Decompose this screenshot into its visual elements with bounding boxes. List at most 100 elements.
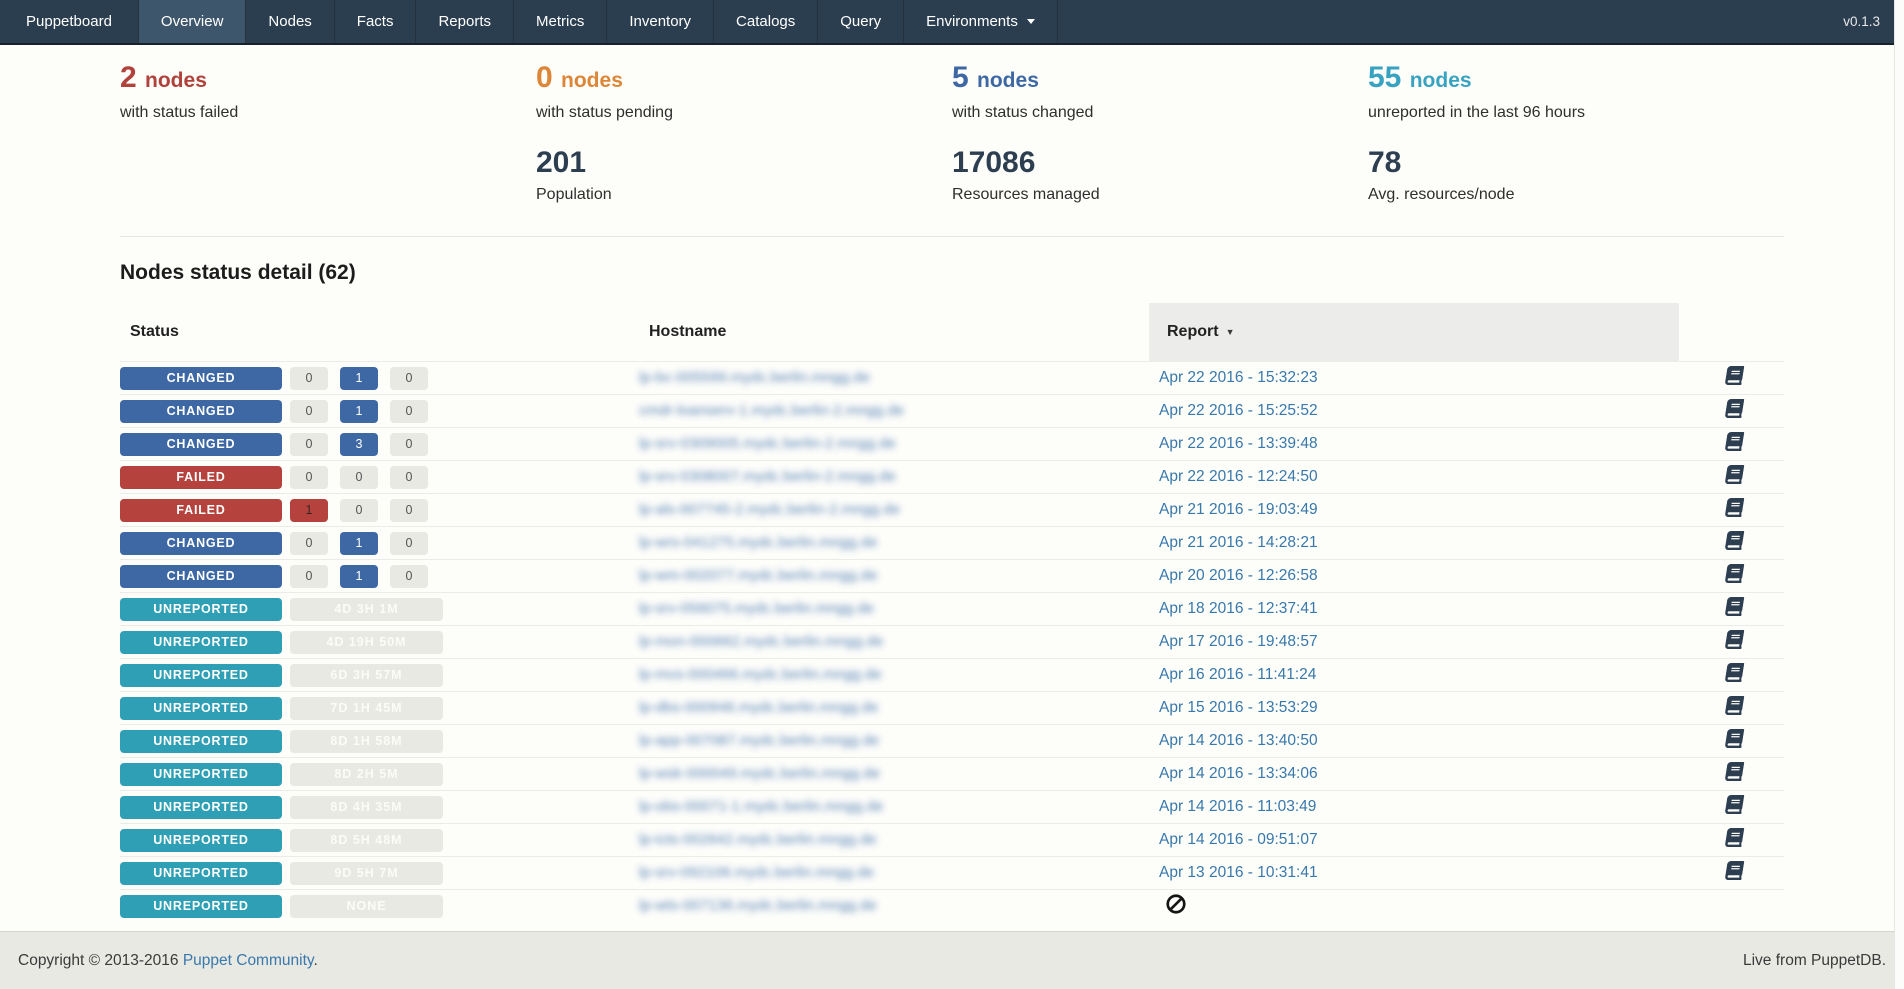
hostname-column-header[interactable]: Hostname <box>649 323 727 340</box>
status-cell: CHANGED 0 1 0 <box>120 531 639 555</box>
hostname-link[interactable]: lp-wsk-000049.mydc.berlin.mngg.de <box>639 765 880 782</box>
report-date-link[interactable]: Apr 14 2016 - 13:40:50 <box>1159 732 1318 749</box>
event-count-pill: 0 <box>290 465 328 489</box>
event-count-pill: 1 <box>290 498 328 522</box>
unreported-duration-pill: 6D 3H 57M <box>290 663 443 687</box>
report-book-icon[interactable] <box>1679 564 1745 583</box>
report-book-icon[interactable] <box>1679 597 1745 616</box>
report-book-icon[interactable] <box>1679 531 1745 550</box>
report-book-icon[interactable] <box>1679 630 1745 649</box>
hostname-cell: lp-srv-0308007.mydc.berlin-2.mngg.de <box>639 468 1149 486</box>
hostname-link[interactable]: lp-icts-002642.mydc.berlin.mngg.de <box>639 831 877 848</box>
report-book-icon[interactable] <box>1679 729 1745 748</box>
nav-item-reports[interactable]: Reports <box>416 0 514 43</box>
nav-item-metrics[interactable]: Metrics <box>514 0 608 43</box>
unreported-duration-pill: 4D 3H 1M <box>290 597 443 621</box>
report-date-link[interactable]: Apr 22 2016 - 12:24:50 <box>1159 468 1318 485</box>
vertical-scrollbar[interactable] <box>1894 0 1904 989</box>
hostname-link[interactable]: lp-obs-00071-1.mydc.berlin.mngg.de <box>639 798 884 815</box>
puppet-community-link[interactable]: Puppet Community <box>182 951 314 969</box>
status-column-header[interactable]: Status <box>130 323 179 340</box>
table-row: UNREPORTED 4D 3H 1M lp-srv-056075.mydc.ber… <box>120 592 1784 625</box>
hostname-link[interactable]: cmdr-loanserv-1.mydc.berlin-2.mngg.de <box>639 402 905 419</box>
report-date-link[interactable]: Apr 15 2016 - 13:53:29 <box>1159 699 1318 716</box>
report-date-link[interactable]: Apr 14 2016 - 13:34:06 <box>1159 765 1318 782</box>
nav-item-query[interactable]: Query <box>818 0 905 43</box>
stat-card-3: 55 nodes unreported in the last 96 hours <box>1368 61 1784 122</box>
hostname-link[interactable]: lp-mon-000662.mydc.berlin.mngg.de <box>639 633 884 650</box>
report-book-icon[interactable] <box>1679 366 1745 385</box>
hostname-link[interactable]: lp-mvs-000466.mydc.berlin.mngg.de <box>639 666 882 683</box>
report-date-link[interactable]: Apr 17 2016 - 19:48:57 <box>1159 633 1318 650</box>
report-header-label: Report <box>1167 323 1219 340</box>
navbar-items: Overview Nodes Facts Reports Metrics Inventor… <box>138 0 1058 43</box>
report-cell: Apr 22 2016 - 15:25:52 <box>1149 402 1679 420</box>
hostname-link[interactable]: lp-srv-0309005.mydc.berlin-2.mngg.de <box>639 435 896 452</box>
report-date-link[interactable]: Apr 13 2016 - 10:31:41 <box>1159 864 1318 881</box>
stat-label: with status pending <box>536 104 673 121</box>
report-book-icon[interactable] <box>1679 399 1745 418</box>
status-cell: FAILED 1 0 0 <box>120 498 639 522</box>
report-book-icon[interactable] <box>1679 663 1745 682</box>
version-label: v0.1.3 <box>1843 14 1880 29</box>
table-row: FAILED 1 0 0 lp-als-007745-2.mydc.berlin-2.m… <box>120 493 1784 526</box>
hostname-link[interactable]: lp-als-007745-2.mydc.berlin-2.mngg.de <box>639 501 900 518</box>
nav-item-catalogs[interactable]: Catalogs <box>714 0 819 43</box>
table-row: CHANGED 0 1 0 lp-wrs-041275.mydc.berlin.mngg… <box>120 526 1784 559</box>
status-cell: CHANGED 0 1 0 <box>120 366 639 390</box>
nav-item-overview[interactable]: Overview <box>138 0 247 43</box>
hostname-link[interactable]: lp-wrs-041275.mydc.berlin.mngg.de <box>639 534 878 551</box>
status-badge: UNREPORTED <box>120 630 282 654</box>
hostname-link[interactable]: lp-dbs-000946.mydc.berlin.mngg.de <box>639 699 879 716</box>
hostname-link[interactable]: lp-wts-007136.mydc.berlin.mngg.de <box>639 897 877 914</box>
report-book-icon[interactable] <box>1679 828 1745 847</box>
hostname-link[interactable]: lp-srv-092106.mydc.berlin.mngg.de <box>639 864 875 881</box>
report-book-icon[interactable] <box>1679 432 1745 451</box>
report-column-header[interactable]: Report ▼ <box>1149 303 1679 361</box>
report-date-link[interactable]: Apr 20 2016 - 12:26:58 <box>1159 567 1318 584</box>
report-book-icon[interactable] <box>1679 861 1745 880</box>
report-book-icon[interactable] <box>1679 795 1745 814</box>
hostname-cell: cmdr-loanserv-1.mydc.berlin-2.mngg.de <box>639 402 1149 420</box>
hostname-link[interactable]: lp-app-007087.mydc.berlin.mngg.de <box>639 732 880 749</box>
report-icon-column-header <box>1679 303 1784 361</box>
hostname-cell: lp-srv-0309005.mydc.berlin-2.mngg.de <box>639 435 1149 453</box>
report-book-icon[interactable] <box>1679 498 1745 517</box>
status-cell: UNREPORTED 6D 3H 57M <box>120 663 639 687</box>
report-date-link[interactable]: Apr 18 2016 - 12:37:41 <box>1159 600 1318 617</box>
hostname-link[interactable]: lp-srv-0308007.mydc.berlin-2.mngg.de <box>639 468 896 485</box>
status-badge: UNREPORTED <box>120 597 282 621</box>
nav-item-environments[interactable]: Environments <box>904 0 1058 43</box>
report-cell: Apr 14 2016 - 09:51:07 <box>1149 831 1679 849</box>
hostname-link[interactable]: lp-bc-005599.mydc.berlin.mngg.de <box>639 369 870 386</box>
stat-value: 78 <box>1368 146 1402 179</box>
report-icon-cell <box>1679 531 1784 555</box>
table-row: CHANGED 0 1 0 cmdr-loanserv-1.mydc.berlin-2.… <box>120 394 1784 427</box>
status-badge: CHANGED <box>120 531 282 555</box>
stat-label: Resources managed <box>952 186 1100 203</box>
report-date-link[interactable]: Apr 21 2016 - 14:28:21 <box>1159 534 1318 551</box>
report-book-icon[interactable] <box>1679 465 1745 484</box>
stat-label: Avg. resources/node <box>1368 186 1515 203</box>
nav-item-nodes[interactable]: Nodes <box>246 0 335 43</box>
report-date-link[interactable]: Apr 14 2016 - 09:51:07 <box>1159 831 1318 848</box>
hostname-link[interactable]: lp-wm-002077.mydc.berlin.mngg.de <box>639 567 878 584</box>
nav-item-facts[interactable]: Facts <box>335 0 417 43</box>
status-badge: UNREPORTED <box>120 696 282 720</box>
report-date-link[interactable]: Apr 22 2016 - 15:25:52 <box>1159 402 1318 419</box>
report-date-link[interactable]: Apr 21 2016 - 19:03:49 <box>1159 501 1318 518</box>
report-book-icon[interactable] <box>1679 696 1745 715</box>
table-row: UNREPORTED 8D 2H 5M lp-wsk-000049.mydc.ber… <box>120 757 1784 790</box>
report-book-icon[interactable] <box>1679 762 1745 781</box>
report-icon-cell <box>1679 399 1784 423</box>
main-content: 2 nodes with status failed 0 nodes with sta… <box>120 45 1784 922</box>
nav-item-inventory[interactable]: Inventory <box>607 0 715 43</box>
report-date-link[interactable]: Apr 22 2016 - 13:39:48 <box>1159 435 1318 452</box>
report-date-link[interactable]: Apr 22 2016 - 15:32:23 <box>1159 369 1318 386</box>
hostname-link[interactable]: lp-srv-056075.mydc.berlin.mngg.de <box>639 600 875 617</box>
report-date-link[interactable]: Apr 16 2016 - 11:41:24 <box>1159 666 1317 683</box>
brand-puppetboard[interactable]: Puppetboard <box>0 0 139 43</box>
report-date-link[interactable]: Apr 14 2016 - 11:03:49 <box>1159 798 1317 815</box>
copyright-suffix: . <box>313 951 318 969</box>
stat-value: 0 nodes <box>536 61 623 94</box>
